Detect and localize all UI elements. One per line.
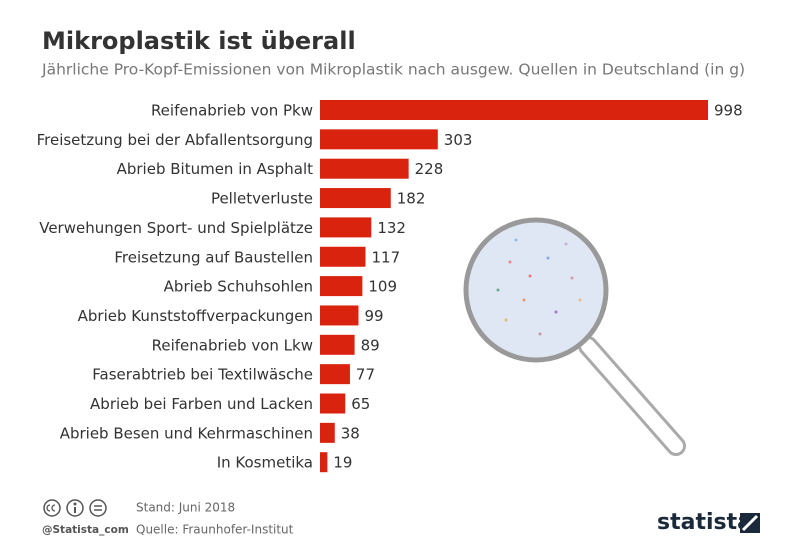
bar [320, 129, 438, 149]
value-label: 109 [368, 278, 397, 296]
by-glyph [74, 503, 77, 506]
category-label: Freisetzung auf Baustellen [114, 248, 313, 266]
value-label: 65 [351, 395, 370, 413]
bar [320, 305, 358, 325]
footer-handle: @Statista_com [42, 524, 129, 536]
bar [320, 335, 355, 355]
category-label: Abrieb Schuhsohlen [164, 278, 313, 296]
category-label: Reifenabrieb von Pkw [151, 102, 313, 120]
bar [320, 423, 335, 443]
value-label: 99 [364, 307, 383, 325]
category-label: Abrieb Bitumen in Asphalt [117, 160, 314, 178]
chart-subtitle: Jährliche Pro-Kopf-Emissionen von Mikrop… [41, 61, 745, 79]
bar [320, 247, 365, 267]
category-label: Abrieb Besen und Kehrmaschinen [60, 424, 313, 442]
background [0, 0, 787, 542]
value-label: 182 [397, 190, 426, 208]
bar [320, 159, 409, 179]
category-label: In Kosmetika [217, 454, 313, 472]
value-label: 89 [361, 336, 380, 354]
value-label: 77 [356, 366, 375, 384]
category-label: Freisetzung bei der Abfallentsorgung [37, 131, 313, 149]
bar [320, 452, 327, 472]
chart-title: Mikroplastik ist überall [42, 27, 356, 55]
particle [579, 299, 582, 302]
particle [555, 311, 558, 314]
value-label: 132 [377, 219, 406, 237]
bar [320, 100, 708, 120]
brand-icon [740, 513, 760, 533]
particle [547, 257, 550, 260]
particle [515, 239, 518, 242]
footer-source: Quelle: Fraunhofer-Institut [136, 523, 294, 537]
value-label: 998 [714, 102, 743, 120]
particle [565, 243, 568, 246]
particle [509, 261, 512, 264]
category-label: Abrieb Kunststoffverpackungen [78, 307, 313, 325]
particle [529, 275, 532, 278]
particle [539, 333, 542, 336]
value-label: 228 [415, 160, 444, 178]
value-label: 117 [371, 248, 400, 266]
magnifier-lens [466, 220, 606, 360]
category-label: Faserabtrieb bei Textilwäsche [92, 366, 313, 384]
category-label: Verwehungen Sport- und Spielplätze [39, 219, 313, 237]
category-label: Abrieb bei Farben und Lacken [90, 395, 313, 413]
footer-date: Stand: Juni 2018 [136, 501, 235, 515]
particle [523, 299, 526, 302]
category-label: Pelletverluste [211, 190, 313, 208]
particle [497, 289, 500, 292]
bar [320, 394, 345, 414]
value-label: 19 [333, 454, 352, 472]
value-label: 303 [444, 131, 473, 149]
bar [320, 364, 350, 384]
particle [505, 319, 508, 322]
bar [320, 217, 371, 237]
brand-logo: statista [657, 510, 752, 535]
chart: Mikroplastik ist überall Jährliche Pro-K… [0, 0, 787, 542]
particle [571, 277, 574, 280]
bar [320, 188, 391, 208]
bar [320, 276, 362, 296]
value-label: 38 [341, 424, 360, 442]
category-label: Reifenabrieb von Lkw [152, 336, 313, 354]
